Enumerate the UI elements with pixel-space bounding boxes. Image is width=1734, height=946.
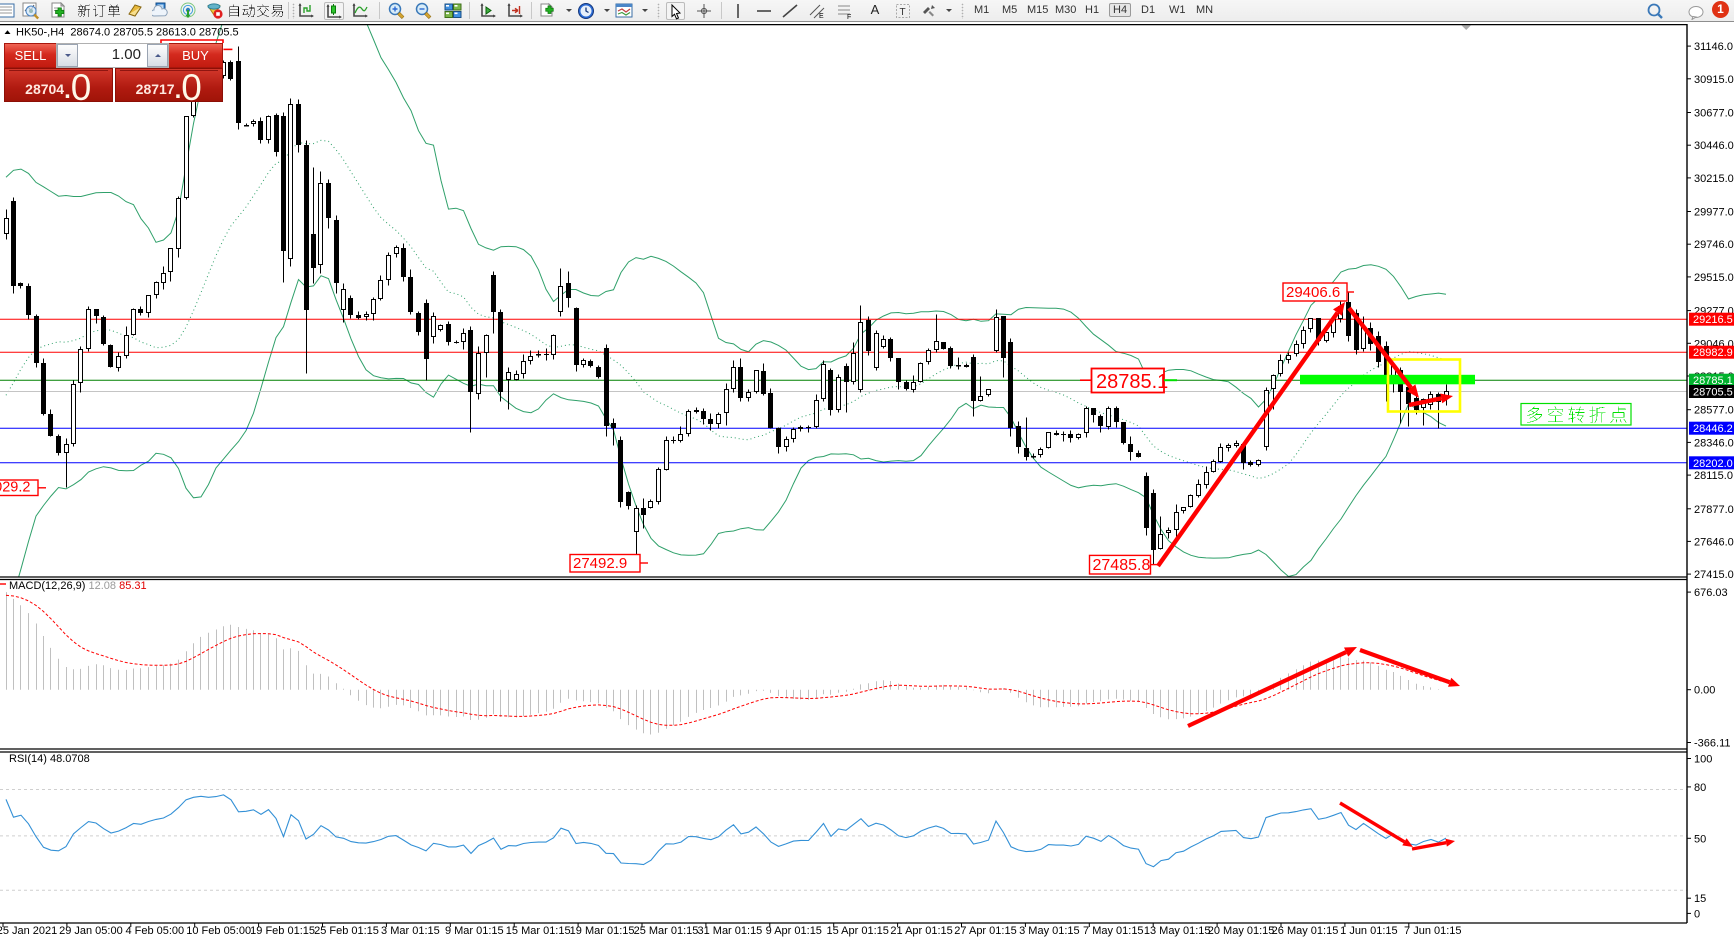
svg-text:25 Mar 01:15: 25 Mar 01:15 [634,925,699,937]
svg-text:25 Feb 01:15: 25 Feb 01:15 [314,925,379,937]
svg-text:29 Jan 05:00: 29 Jan 05:00 [59,925,123,937]
svg-text:15: 15 [1694,893,1706,905]
svg-text:F: F [847,14,851,20]
svg-text:30677.0: 30677.0 [1694,108,1734,120]
svg-text:28982.9: 28982.9 [1693,347,1733,359]
svg-text:T: T [900,7,906,18]
svg-text:7 May 01:15: 7 May 01:15 [1083,925,1144,937]
svg-text:26 May 01:15: 26 May 01:15 [1272,925,1339,937]
svg-text:4 Feb 05:00: 4 Feb 05:00 [125,925,184,937]
svg-text:29515.0: 29515.0 [1694,272,1734,284]
svg-text:80: 80 [1694,782,1706,794]
svg-text:20 May 01:15: 20 May 01:15 [1208,925,1275,937]
svg-text:100: 100 [1694,754,1712,766]
svg-text:28346.0: 28346.0 [1694,437,1734,449]
svg-text:28577.0: 28577.0 [1694,405,1734,417]
svg-text:28446.2: 28446.2 [1693,423,1733,435]
svg-text:30215.0: 30215.0 [1694,173,1734,185]
svg-text:31 Mar 01:15: 31 Mar 01:15 [697,925,762,937]
svg-text:29216.5: 29216.5 [1693,314,1733,326]
svg-text:28705.5: 28705.5 [1693,387,1733,399]
svg-text:30915.0: 30915.0 [1694,74,1734,86]
svg-text:0.00: 0.00 [1694,685,1715,697]
svg-text:0: 0 [1694,908,1700,920]
svg-text:27877.0: 27877.0 [1694,504,1734,516]
svg-text:-366.11: -366.11 [1694,738,1731,750]
svg-text:27 Apr 01:15: 27 Apr 01:15 [954,925,1016,937]
svg-text:27415.0: 27415.0 [1694,569,1734,581]
svg-text:28785.1: 28785.1 [1096,371,1168,393]
svg-text:30446.0: 30446.0 [1694,140,1734,152]
svg-text:28115.0: 28115.0 [1694,470,1733,482]
svg-text:7 Jun 01:15: 7 Jun 01:15 [1404,925,1462,937]
svg-text:21 Apr 01:15: 21 Apr 01:15 [890,925,952,937]
svg-text:E: E [819,13,824,20]
svg-text:3 Mar 01:15: 3 Mar 01:15 [381,925,440,937]
svg-text:29977.0: 29977.0 [1694,207,1734,219]
svg-text:HK50-,H4 28674.0 28705.5 2861: HK50-,H4 28674.0 28705.5 28613.0 28705.5 [16,27,239,39]
svg-text:9 Apr 01:15: 9 Apr 01:15 [766,925,822,937]
svg-text:50: 50 [1694,833,1706,845]
svg-text:28202.0: 28202.0 [1693,458,1733,470]
svg-text:27485.8: 27485.8 [1093,557,1151,574]
svg-text:MACD(12,26,9) 12.08 85.31: MACD(12,26,9) 12.08 85.31 [9,580,147,592]
svg-text:RSI(14) 48.0708: RSI(14) 48.0708 [9,753,90,765]
svg-text:1 Jun 01:15: 1 Jun 01:15 [1340,925,1398,937]
svg-text:29406.6: 29406.6 [1286,284,1340,301]
svg-text:27646.0: 27646.0 [1694,536,1734,548]
svg-text:29746.0: 29746.0 [1694,239,1734,251]
svg-text:31146.0: 31146.0 [1694,41,1733,53]
svg-text:25 Jan 2021: 25 Jan 2021 [0,925,57,937]
svg-text:676.03: 676.03 [1694,587,1728,599]
svg-text:28785.1: 28785.1 [1693,375,1733,387]
svg-text:3 May 01:15: 3 May 01:15 [1019,925,1080,937]
svg-text:19 Mar 01:15: 19 Mar 01:15 [570,925,635,937]
svg-text:27492.9: 27492.9 [573,555,627,572]
svg-text:15 Apr 01:15: 15 Apr 01:15 [827,925,889,937]
svg-text:19 Feb 01:15: 19 Feb 01:15 [250,925,315,937]
svg-text:13 May 01:15: 13 May 01:15 [1144,925,1211,937]
svg-text:9 Mar 01:15: 9 Mar 01:15 [445,925,504,937]
svg-text:10 Feb 05:00: 10 Feb 05:00 [186,925,251,937]
svg-text:15 Mar 01:15: 15 Mar 01:15 [506,925,571,937]
svg-text:28029.2: 28029.2 [0,480,30,496]
